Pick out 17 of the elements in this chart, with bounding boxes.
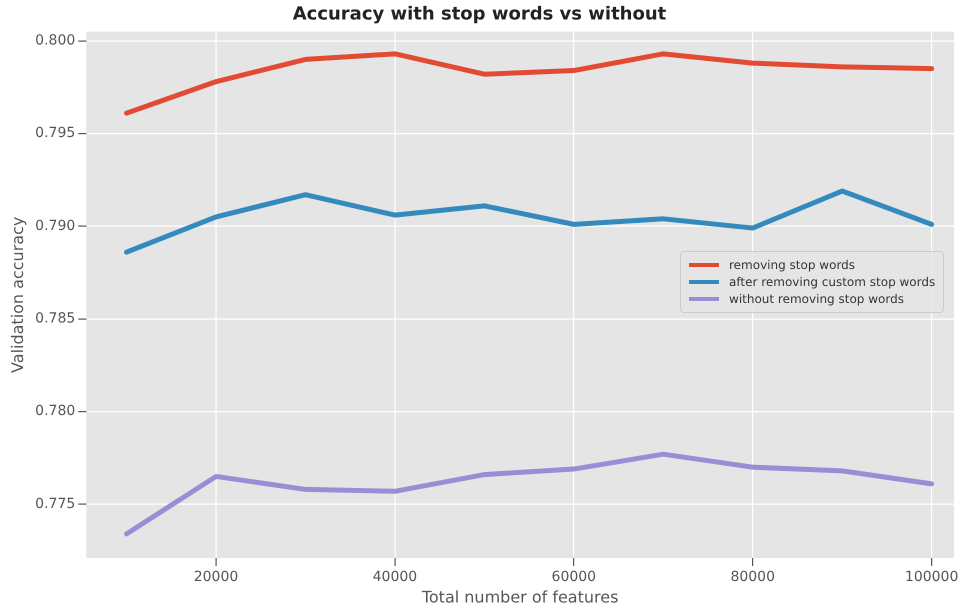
chart-title: Accuracy with stop words vs without (292, 3, 667, 24)
y-tick-label: 0.790 (35, 218, 76, 234)
x-tick-label: 40000 (372, 569, 418, 586)
legend-label: after removing custom stop words (729, 275, 936, 290)
legend-label: removing stop words (729, 258, 856, 272)
x-tick-label: 20000 (194, 569, 238, 586)
x-tick-label: 80000 (730, 569, 775, 586)
y-tick-label: 0.775 (35, 496, 76, 512)
legend-label: without removing stop words (729, 292, 904, 306)
y-tick-label: 0.800 (35, 32, 76, 49)
y-tick-label: 0.785 (35, 310, 76, 327)
y-tick-label: 0.780 (35, 403, 76, 420)
x-tick-label: 100000 (904, 569, 958, 586)
x-tick-label: 60000 (552, 569, 596, 586)
x-axis-title: Total number of features (420, 588, 618, 607)
y-axis-title: Validation accuracy (8, 216, 27, 373)
y-tick-label: 0.795 (35, 125, 76, 142)
